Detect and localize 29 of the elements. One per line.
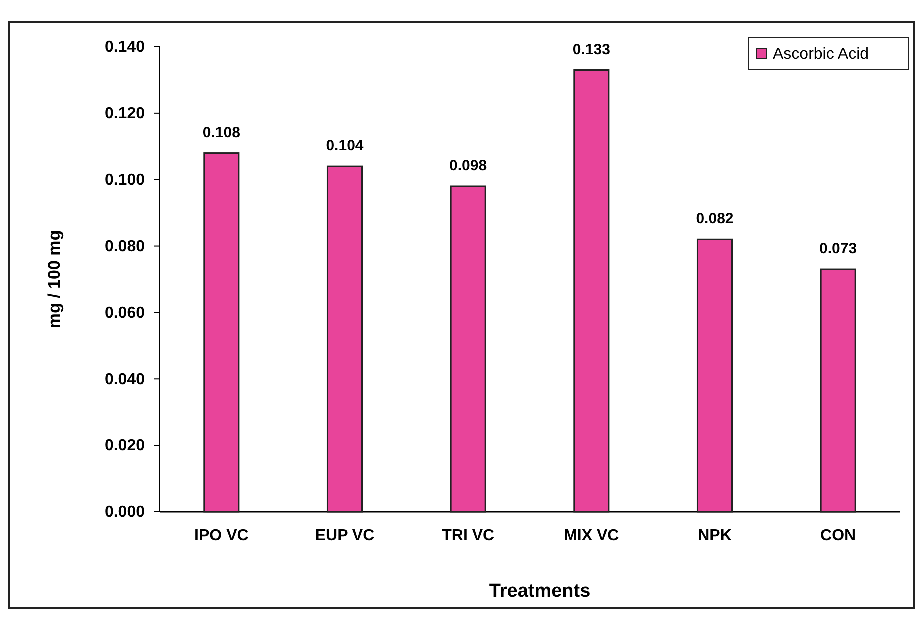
data-label: 0.098 — [450, 158, 488, 174]
y-tick-label: 0.060 — [104, 304, 146, 322]
bar — [574, 70, 610, 513]
x-tick-label: EUP VC — [315, 528, 376, 545]
y-tick-label: 0.080 — [104, 238, 146, 256]
y-axis-title: mg / 100 mg — [45, 230, 64, 329]
data-label: 0.082 — [696, 210, 734, 228]
y-tick-label: 0.000 — [104, 504, 146, 522]
x-tick-label: TRI VC — [442, 528, 495, 545]
bar — [326, 166, 364, 513]
x-tick-label: IPO VC — [194, 528, 250, 545]
y-tick-label: 0.140 — [104, 39, 146, 56]
data-label: 0.073 — [820, 240, 858, 258]
bar — [204, 152, 240, 513]
y-tick-label: 0.120 — [104, 106, 146, 123]
y-tick-label: 0.100 — [104, 172, 146, 189]
y-tick-label: 0.040 — [104, 371, 146, 388]
bar — [450, 186, 486, 513]
x-axis-title: Treatments — [489, 581, 591, 602]
y-tick-label: 0.020 — [104, 438, 146, 455]
x-tick-label: NPK — [698, 528, 732, 545]
bar — [820, 268, 856, 513]
data-label: 0.108 — [202, 124, 240, 142]
x-tick-label: MIX VC — [564, 528, 620, 545]
x-tick-label: CON — [820, 528, 856, 545]
data-label: 0.133 — [572, 41, 610, 58]
bar — [696, 238, 734, 513]
data-label: 0.104 — [326, 138, 364, 155]
legend-label: Ascorbic Acid — [773, 46, 870, 63]
